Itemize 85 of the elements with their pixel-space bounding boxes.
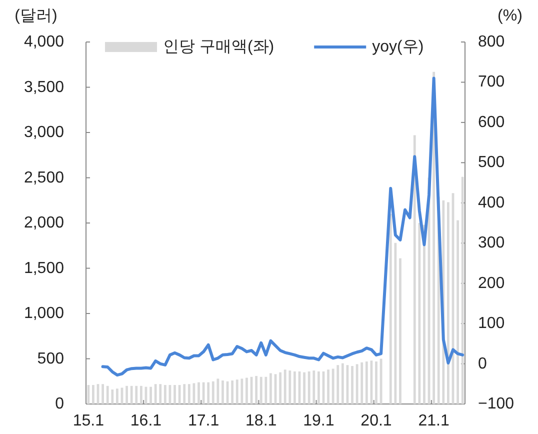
bar [351, 366, 354, 404]
bar [365, 361, 368, 404]
bar [183, 384, 186, 404]
y2-tick-label: 800 [478, 34, 505, 50]
bar [394, 242, 397, 404]
bar [260, 376, 262, 404]
y-tick-label: 3,000 [24, 124, 64, 141]
bar [154, 384, 157, 404]
bar [188, 384, 190, 404]
bar [284, 370, 286, 404]
bar [447, 202, 450, 404]
bar [461, 176, 464, 404]
legend-label: 인당 구매액(좌) [163, 38, 274, 56]
bar [87, 384, 90, 404]
bar [198, 382, 200, 404]
y2-tick-label: 600 [478, 114, 505, 131]
y-axis-title: (달러) [14, 8, 58, 24]
x-tick-label: 18.1 [246, 412, 277, 430]
bar [418, 223, 421, 404]
y2-tick-label: 0 [478, 355, 487, 372]
y2-tick-label: 700 [478, 74, 505, 91]
bar [317, 371, 320, 404]
bar [106, 386, 109, 404]
y-tick-label: 4,000 [24, 34, 64, 50]
bar [327, 370, 330, 404]
bar [240, 378, 244, 404]
y-tick-label: 1,000 [24, 305, 64, 322]
bar [279, 372, 282, 404]
bar [159, 384, 162, 404]
bar [356, 364, 358, 404]
bar [178, 384, 181, 404]
x-tick-label: 16.1 [130, 412, 162, 430]
x-tick-label: 21.1 [418, 412, 450, 430]
y-tick-label: 500 [37, 350, 64, 368]
y2-axis-title: (%) [498, 8, 522, 24]
bar [264, 376, 268, 404]
bar [140, 386, 142, 404]
y2-tick-label: 500 [478, 154, 505, 172]
bar [222, 380, 224, 404]
bar [231, 380, 234, 404]
x-tick-label: 17.1 [188, 412, 220, 430]
bar [126, 386, 128, 404]
bar [216, 378, 220, 404]
bar [308, 371, 310, 404]
legend-item: yoy(우) [314, 38, 424, 56]
bar [192, 383, 196, 404]
bar [303, 372, 306, 404]
bar [341, 363, 344, 404]
y2-tick-label: 300 [478, 234, 505, 252]
y-tick-label: 0 [55, 396, 64, 412]
bar [288, 370, 292, 404]
y-tick-label: 3,500 [24, 78, 64, 96]
bar [150, 386, 152, 404]
bar [135, 386, 138, 404]
bar [332, 368, 334, 404]
bar [212, 381, 214, 404]
bar [270, 373, 272, 404]
y2-tick-label: 100 [478, 315, 505, 332]
bar [116, 388, 118, 404]
y2-tick-label: −100 [478, 396, 514, 412]
bar [360, 362, 364, 404]
y-tick-label: 2,000 [24, 214, 64, 232]
bar [389, 214, 392, 404]
x-tick-label: 19.1 [303, 412, 334, 430]
legend-item: 인당 구매액(좌) [105, 38, 274, 56]
bar [130, 386, 133, 404]
bar [399, 258, 402, 404]
bar [236, 380, 238, 404]
bar [164, 384, 166, 404]
bar [312, 370, 316, 404]
y-tick-label: 2,500 [24, 169, 64, 186]
bar [111, 390, 114, 404]
bar [207, 382, 210, 404]
legend-label: yoy(우) [372, 38, 424, 56]
bar [102, 384, 104, 404]
bar [174, 384, 176, 404]
bar [336, 365, 340, 404]
x-tick-label: 15.1 [72, 412, 104, 430]
y-tick-label: 1,500 [24, 260, 64, 277]
x-tick-label: 20.1 [360, 412, 392, 430]
line-series [101, 76, 464, 377]
y2-tick-label: 200 [478, 274, 505, 292]
bar [375, 361, 378, 404]
bar [246, 378, 248, 404]
y2-tick-label: 400 [478, 194, 505, 212]
